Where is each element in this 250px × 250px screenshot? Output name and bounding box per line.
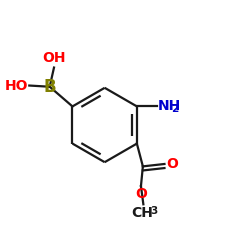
Text: B: B — [43, 78, 56, 96]
Text: O: O — [166, 157, 178, 171]
Text: O: O — [135, 186, 147, 200]
Text: CH: CH — [132, 206, 154, 220]
Text: 3: 3 — [150, 206, 158, 216]
Text: OH: OH — [43, 51, 66, 65]
Text: 2: 2 — [171, 104, 178, 114]
Text: HO: HO — [4, 78, 28, 92]
Text: NH: NH — [158, 99, 182, 113]
